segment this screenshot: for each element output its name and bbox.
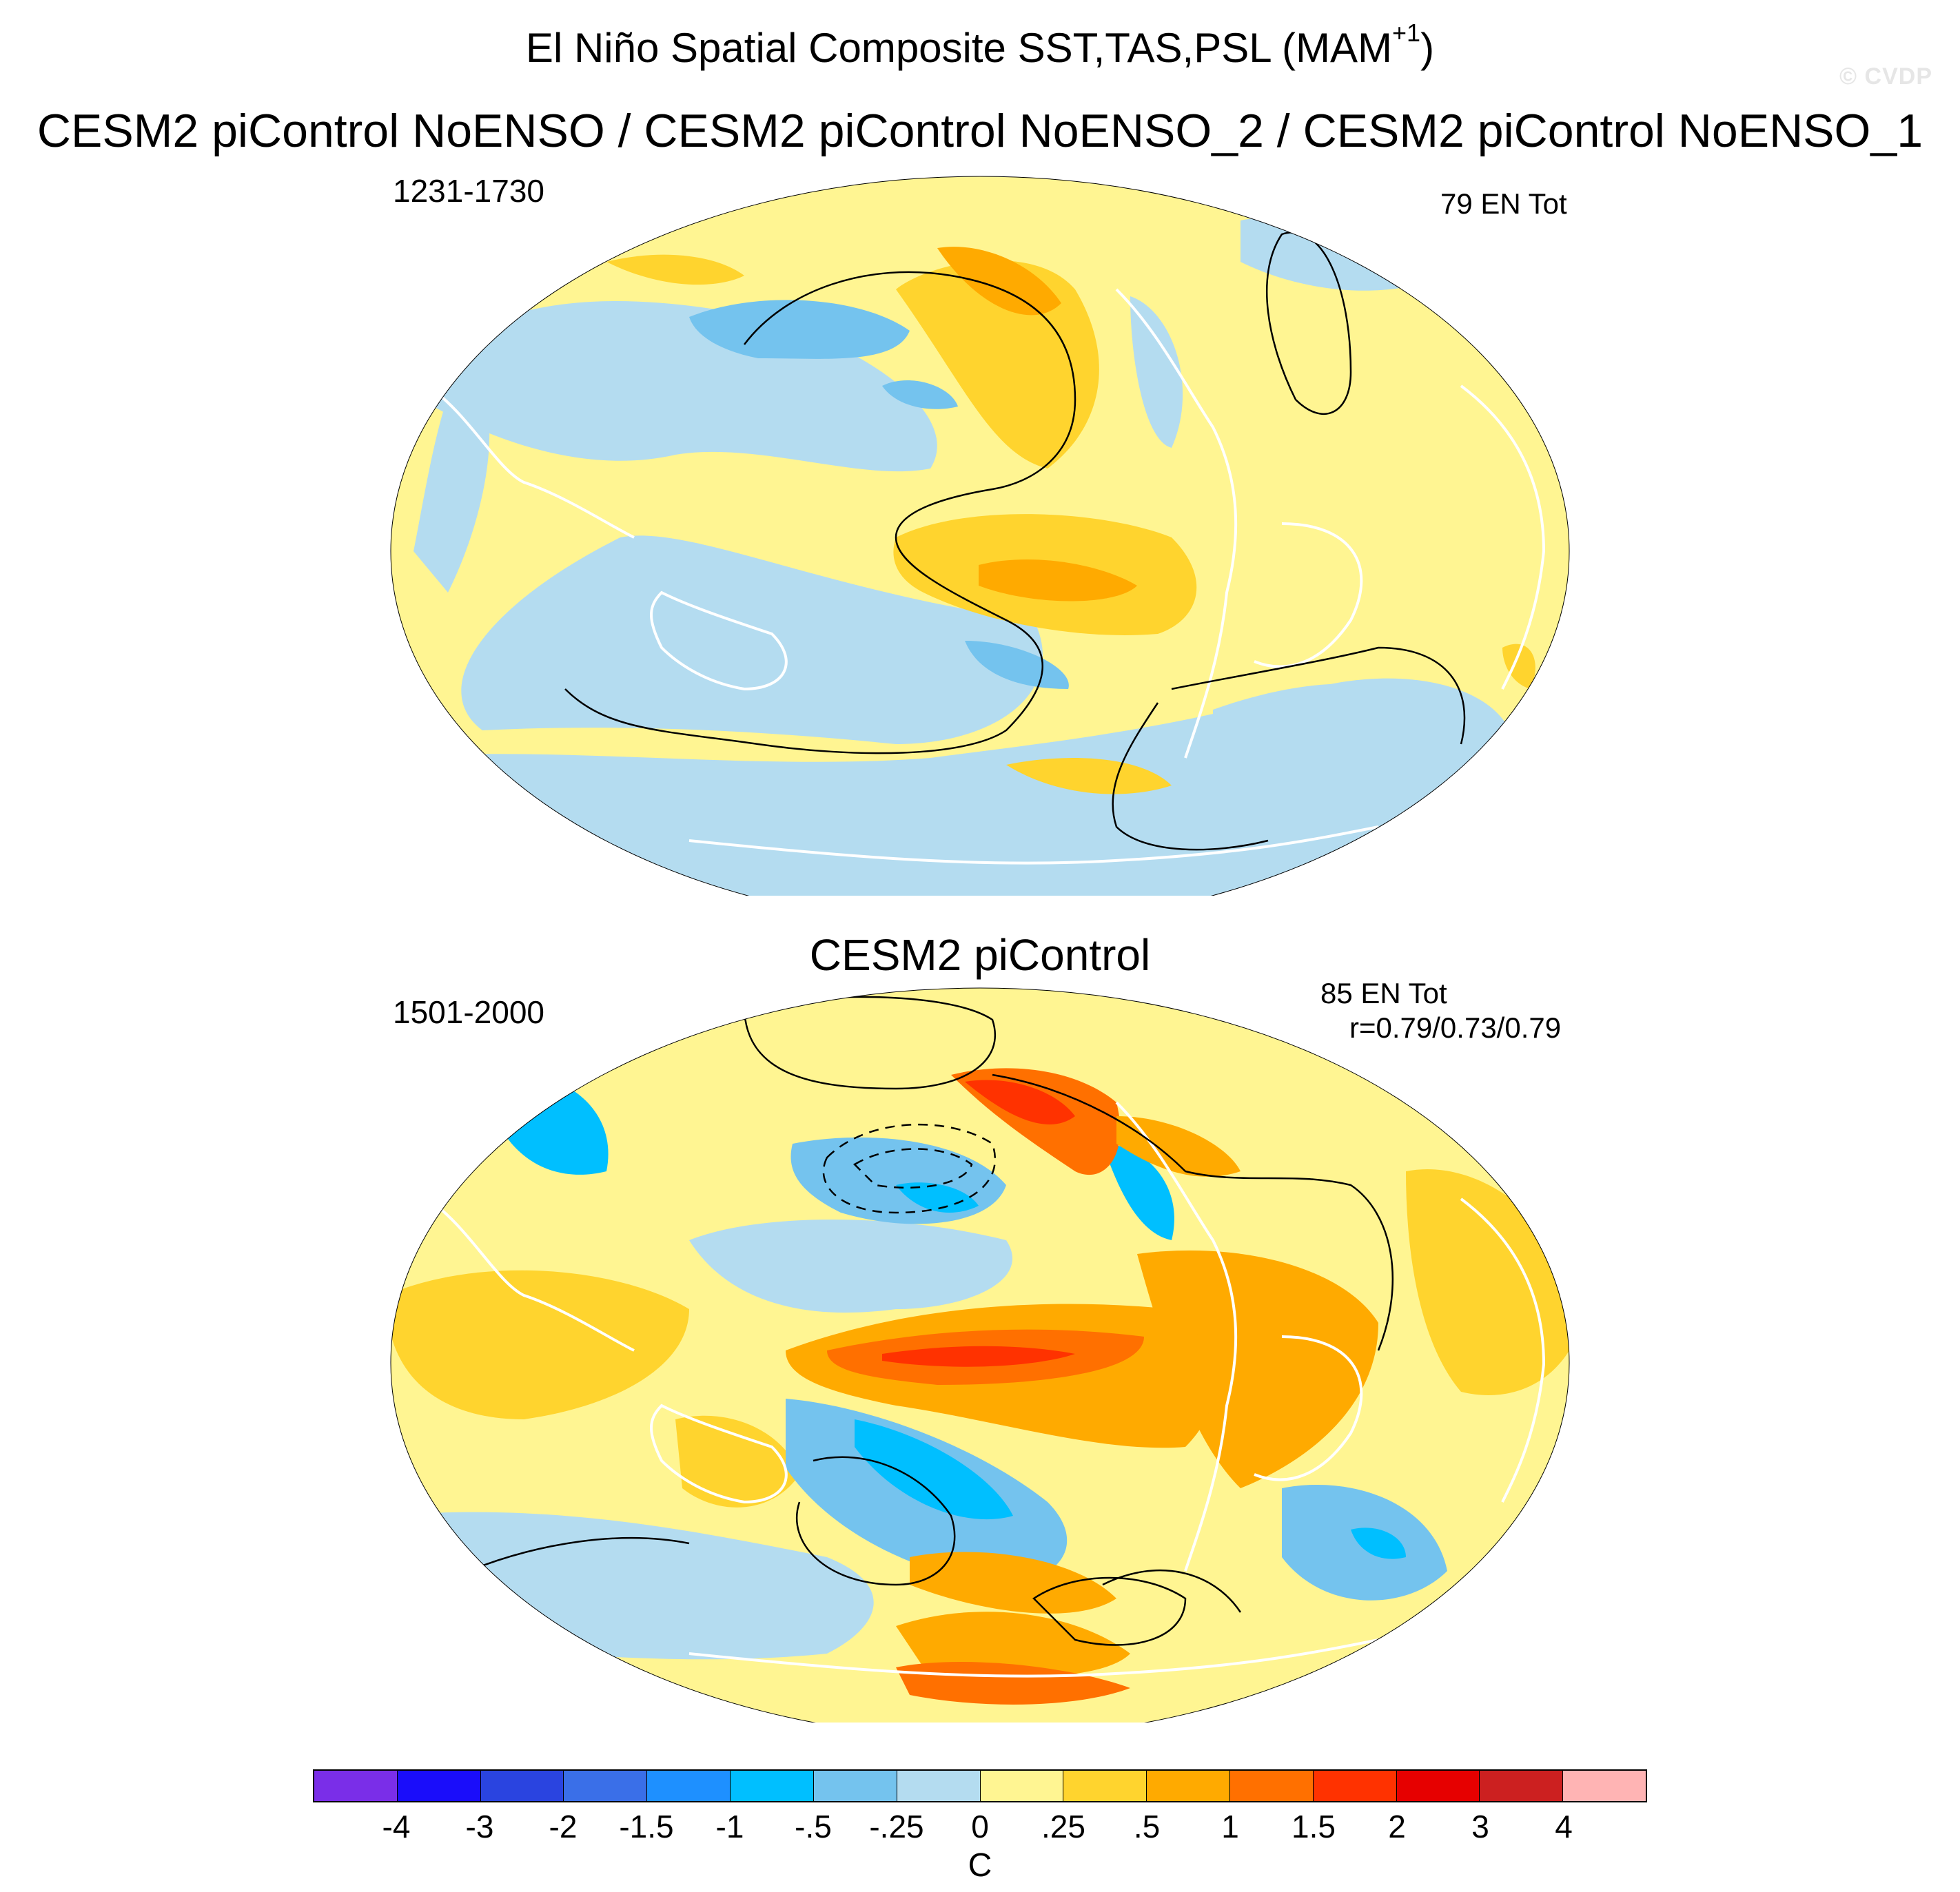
- top-panel-event-count: 79 EN Tot: [1440, 187, 1567, 220]
- colorbar-box: [731, 1771, 814, 1801]
- colorbar-box: [1313, 1771, 1397, 1801]
- colorbar-box: [1063, 1771, 1147, 1801]
- colorbar-box: [897, 1771, 981, 1801]
- colorbar-box: [1229, 1771, 1314, 1801]
- colorbar-tick-label: 2: [1388, 1809, 1406, 1844]
- colorbar-box: [647, 1771, 731, 1801]
- colorbar: [313, 1769, 1647, 1802]
- top-panel-subtitle: CESM2 piControl NoENSO / CESM2 piControl…: [37, 105, 1923, 157]
- colorbar-box: [980, 1771, 1064, 1801]
- top-panel-period: 1231-1730: [393, 173, 544, 209]
- bottom-panel-period: 1501-2000: [393, 994, 544, 1030]
- colorbar-box: [1563, 1771, 1646, 1801]
- colorbar-tick-label: -1: [715, 1809, 744, 1844]
- colorbar-box: [564, 1771, 648, 1801]
- bottom-panel-correlation: r=0.79/0.73/0.79: [1349, 1011, 1562, 1044]
- top-map-border: [390, 176, 1570, 896]
- colorbar-tick-label: 1.5: [1292, 1809, 1336, 1844]
- main-title: El Niño Spatial Composite SST,TAS,PSL (M…: [525, 19, 1435, 72]
- top-map-psl-contours: [564, 232, 1466, 851]
- bottom-map: [390, 987, 1570, 1723]
- colorbar-tick-label: -3: [465, 1809, 494, 1844]
- colorbar-tick-label: -.25: [869, 1809, 924, 1844]
- top-map-coastlines: [426, 288, 1546, 865]
- bottom-map-coastlines: [426, 1101, 1546, 1678]
- colorbar-tick-label: .25: [1041, 1809, 1085, 1844]
- colorbar-tick-label: 4: [1555, 1809, 1573, 1844]
- colorbar-box: [314, 1771, 398, 1801]
- colorbar-tick-label: .5: [1133, 1809, 1161, 1844]
- colorbar-box: [1147, 1771, 1230, 1801]
- colorbar-tick-label: -4: [382, 1809, 411, 1844]
- colorbar-box: [1396, 1771, 1480, 1801]
- bottom-map-negative-psl-contours: [822, 1123, 997, 1214]
- top-map: [390, 176, 1570, 896]
- colorbar-tick-label: 1: [1221, 1809, 1239, 1844]
- bottom-map-field: [391, 1068, 1569, 1705]
- colorbar-tick-label: -2: [549, 1809, 578, 1844]
- colorbar-tick-label: -1.5: [619, 1809, 674, 1844]
- bottom-panel-event-count: 85 EN Tot: [1320, 977, 1447, 1009]
- colorbar-box: [397, 1771, 481, 1801]
- colorbar-box: [813, 1771, 897, 1801]
- colorbar-box: [480, 1771, 564, 1801]
- bottom-panel-title: CESM2 piControl: [809, 930, 1151, 980]
- colorbar-tick-label: -.5: [795, 1809, 832, 1844]
- colorbar-tick-label: 0: [971, 1809, 989, 1844]
- bottom-map-psl-contours: [468, 996, 1394, 1646]
- colorbar-tick-label: 3: [1471, 1809, 1489, 1844]
- colorbar-units: C: [968, 1847, 992, 1884]
- colorbar-box: [1480, 1771, 1564, 1801]
- cvdp-watermark: © CVDP: [1839, 63, 1932, 90]
- bottom-map-border: [390, 987, 1570, 1723]
